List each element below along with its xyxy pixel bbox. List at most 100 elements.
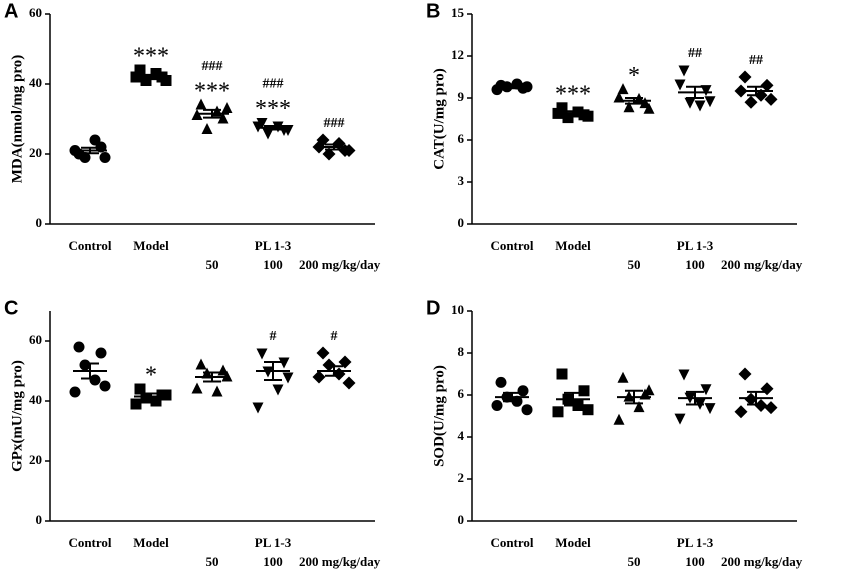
significance-label: ## xyxy=(749,53,763,68)
x-tick-label: 200 mg/kg/day xyxy=(721,554,803,569)
y-tick-label: 4 xyxy=(458,428,465,443)
point xyxy=(95,347,107,359)
point xyxy=(517,385,529,397)
point xyxy=(217,112,229,124)
y-axis-label: CAT(U/mg pro) xyxy=(431,68,447,170)
point xyxy=(704,403,716,415)
group-label: PL 1-3 xyxy=(255,535,292,550)
x-tick-label: Model xyxy=(133,238,169,253)
significance-label: *** xyxy=(194,79,230,105)
point xyxy=(342,376,356,390)
significance-label: ### xyxy=(324,116,345,131)
point xyxy=(760,78,774,92)
point xyxy=(744,392,758,406)
panel-letter: D xyxy=(426,297,440,319)
panel-letter: A xyxy=(4,0,18,22)
point xyxy=(754,399,768,412)
y-tick-label: 6 xyxy=(458,386,465,401)
point xyxy=(674,413,686,425)
point xyxy=(617,371,629,383)
y-axis-label: GPx(mU/mg pro) xyxy=(9,360,25,472)
point xyxy=(134,383,146,395)
point xyxy=(738,70,752,84)
group-label: PL 1-3 xyxy=(677,535,714,550)
point xyxy=(694,100,706,112)
x-tick-label: Model xyxy=(555,238,591,253)
x-tick-label: 50 xyxy=(628,554,641,569)
significance-label: * xyxy=(628,63,640,89)
point xyxy=(764,92,778,106)
x-tick-label: Control xyxy=(68,535,111,550)
point xyxy=(79,152,91,163)
point xyxy=(69,386,81,398)
y-tick-label: 60 xyxy=(29,5,42,20)
point xyxy=(272,384,284,396)
y-axis-label: MDA(nmol/mg pro) xyxy=(9,55,25,183)
point xyxy=(491,400,503,411)
x-tick-label: Model xyxy=(555,535,591,550)
y-tick-label: 60 xyxy=(29,332,42,347)
significance-label: ## xyxy=(688,46,702,61)
point xyxy=(521,404,533,416)
group-label: PL 1-3 xyxy=(255,238,292,253)
point xyxy=(556,368,568,380)
significance-label: # xyxy=(331,329,338,344)
point xyxy=(73,341,85,353)
point xyxy=(643,384,655,396)
point xyxy=(744,95,758,109)
point xyxy=(150,68,162,79)
x-tick-label: 50 xyxy=(628,257,641,272)
point xyxy=(684,97,696,109)
point xyxy=(643,102,655,114)
point xyxy=(79,359,91,371)
point xyxy=(623,101,635,113)
y-tick-label: 15 xyxy=(451,5,465,20)
point xyxy=(556,102,568,114)
point xyxy=(613,413,625,425)
point xyxy=(99,152,111,163)
x-tick-label: 50 xyxy=(206,257,219,272)
point xyxy=(256,348,268,360)
x-tick-label: 200 mg/kg/day xyxy=(721,257,803,272)
y-tick-label: 8 xyxy=(458,344,465,359)
y-tick-label: 0 xyxy=(458,512,465,527)
point xyxy=(760,382,774,396)
point xyxy=(633,401,645,413)
point xyxy=(704,96,716,108)
significance-label: ### xyxy=(263,77,284,92)
panel-letter: B xyxy=(426,0,440,22)
group-label: PL 1-3 xyxy=(677,238,714,253)
point xyxy=(195,98,207,110)
point xyxy=(140,75,152,86)
x-tick-label: 100 xyxy=(263,554,283,569)
point xyxy=(140,392,152,404)
point xyxy=(495,376,507,388)
point xyxy=(195,358,207,370)
significance-label: * xyxy=(145,363,157,389)
point xyxy=(674,79,686,91)
point xyxy=(578,385,590,397)
significance-label: *** xyxy=(133,44,169,70)
y-axis-label: SOD(U/mg pro) xyxy=(431,365,447,467)
point xyxy=(201,123,213,134)
y-tick-label: 0 xyxy=(458,215,465,230)
significance-label: *** xyxy=(255,96,291,122)
point xyxy=(134,64,146,76)
y-tick-label: 2 xyxy=(458,470,465,485)
point xyxy=(130,398,142,410)
point xyxy=(221,102,233,113)
y-tick-label: 9 xyxy=(458,89,465,104)
point xyxy=(316,346,330,360)
y-tick-label: 20 xyxy=(29,145,42,160)
point xyxy=(282,372,294,384)
point xyxy=(211,105,223,117)
point xyxy=(252,402,264,414)
point xyxy=(700,384,712,396)
point xyxy=(617,83,629,95)
point xyxy=(211,385,223,397)
point xyxy=(582,404,594,416)
point xyxy=(312,370,326,384)
point xyxy=(678,65,690,77)
x-tick-label: 100 xyxy=(685,554,705,569)
